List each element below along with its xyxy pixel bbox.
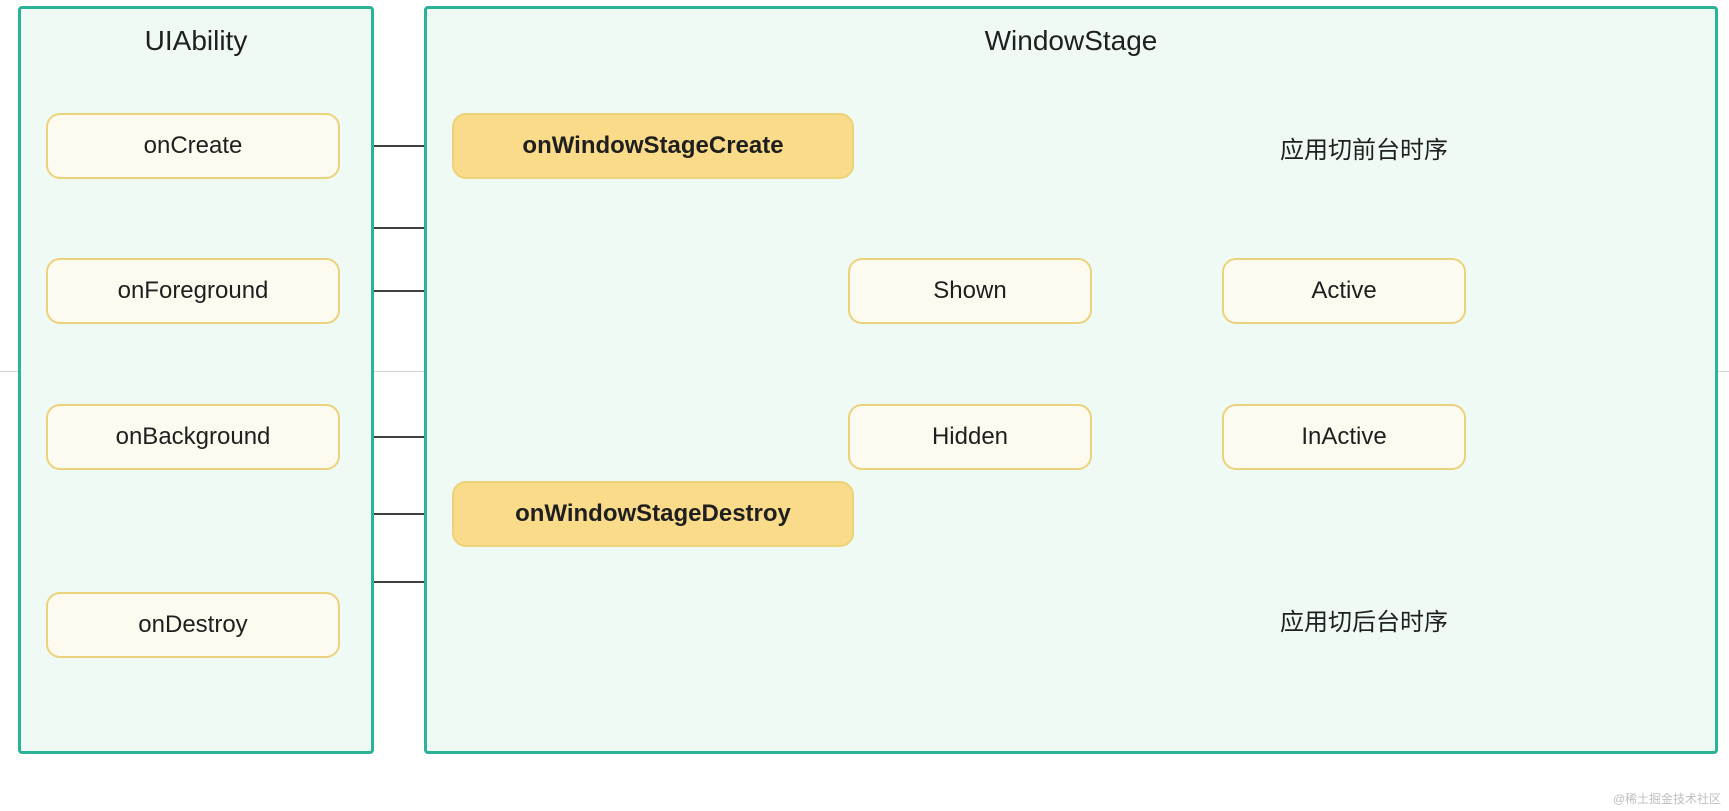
node-label-shown: Shown	[933, 277, 1006, 305]
node-inactive: InActive	[1222, 404, 1466, 470]
node-label-active: Active	[1311, 277, 1376, 305]
panel-title-uiability: UIAbility	[21, 25, 371, 57]
node-label-on-window-stage-destroy: onWindowStageDestroy	[515, 500, 791, 528]
anno-foreground: 应用切前台时序	[1280, 130, 1448, 165]
node-on-foreground: onForeground	[46, 258, 340, 324]
node-active: Active	[1222, 258, 1466, 324]
anno-background: 应用切后台时序	[1280, 602, 1448, 637]
node-label-hidden: Hidden	[932, 423, 1008, 451]
node-on-background: onBackground	[46, 404, 340, 470]
watermark-text: @稀土掘金技术社区	[1613, 790, 1721, 807]
node-label-on-background: onBackground	[116, 423, 271, 451]
node-hidden: Hidden	[848, 404, 1092, 470]
node-on-destroy: onDestroy	[46, 592, 340, 658]
node-shown: Shown	[848, 258, 1092, 324]
node-label-on-window-stage-create: onWindowStageCreate	[522, 132, 783, 160]
node-label-on-foreground: onForeground	[118, 277, 269, 305]
node-on-window-stage-create: onWindowStageCreate	[452, 113, 854, 179]
node-on-window-stage-destroy: onWindowStageDestroy	[452, 481, 854, 547]
diagram-canvas: @稀土掘金技术社区 UIAbility WindowStage 应用切前台时序应用切…	[0, 0, 1729, 811]
node-label-on-destroy: onDestroy	[138, 611, 247, 639]
node-label-inactive: InActive	[1301, 423, 1386, 451]
panel-title-windowstage: WindowStage	[427, 25, 1715, 57]
node-label-on-create: onCreate	[144, 132, 243, 160]
node-on-create: onCreate	[46, 113, 340, 179]
